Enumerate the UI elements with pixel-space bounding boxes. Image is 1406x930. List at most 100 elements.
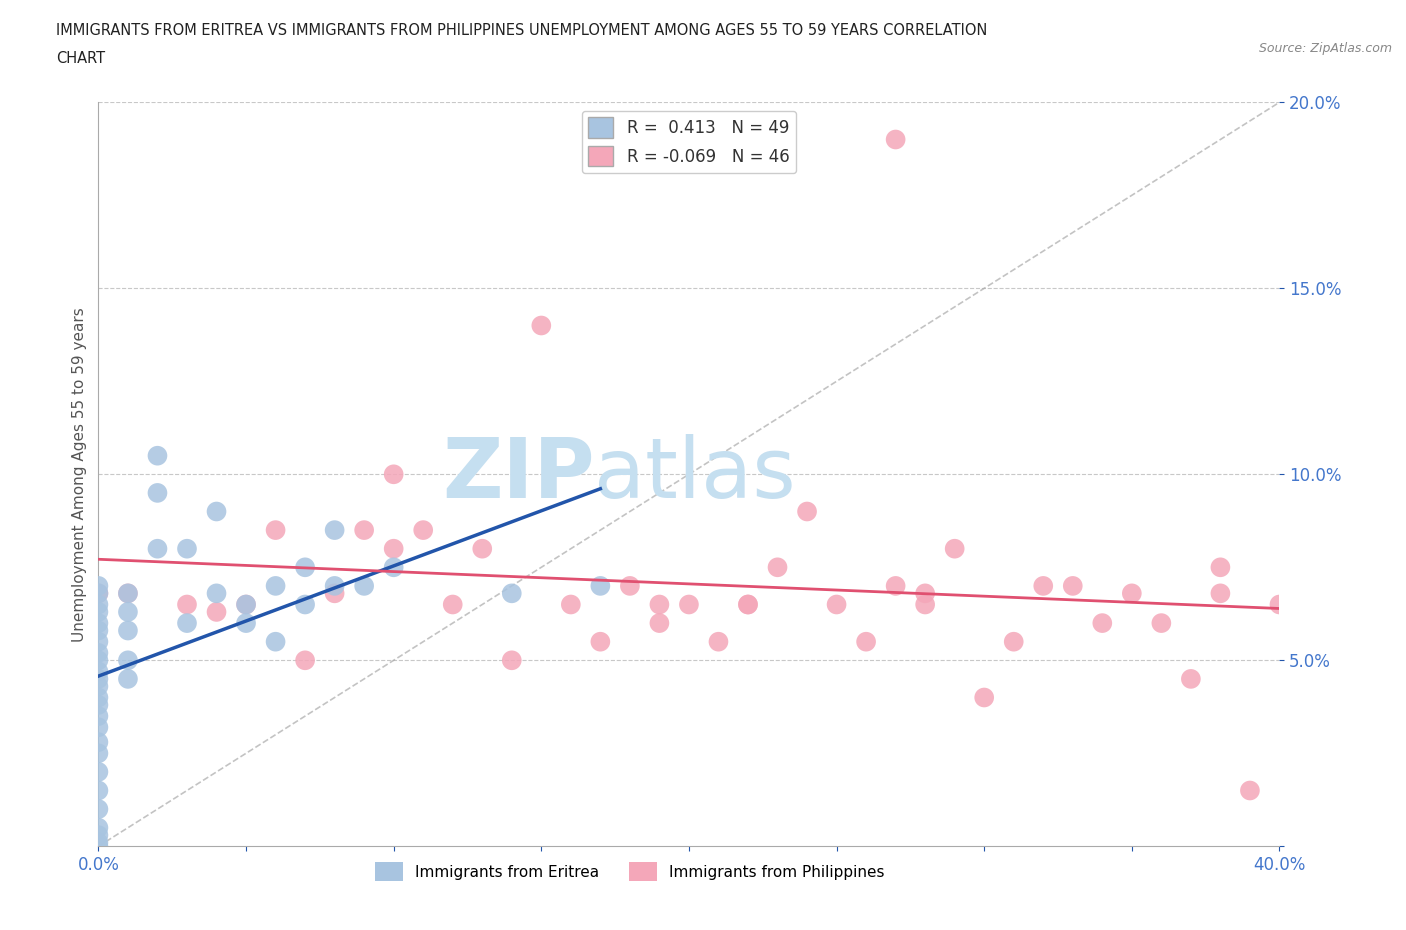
Point <box>117 586 139 601</box>
Point <box>855 634 877 649</box>
Point <box>87 835 110 850</box>
Text: CHART: CHART <box>56 51 105 66</box>
Point <box>323 586 346 601</box>
Point <box>501 653 523 668</box>
Point <box>1209 586 1232 601</box>
Point <box>1091 616 1114 631</box>
Point <box>87 820 110 835</box>
Point <box>87 802 110 817</box>
Legend: Immigrants from Eritrea, Immigrants from Philippines: Immigrants from Eritrea, Immigrants from… <box>368 857 891 887</box>
Point <box>146 541 169 556</box>
Point <box>264 634 287 649</box>
Point <box>766 560 789 575</box>
Point <box>1032 578 1054 593</box>
Point <box>87 690 110 705</box>
Point <box>973 690 995 705</box>
Point <box>235 597 257 612</box>
Point <box>87 586 110 601</box>
Point <box>1002 634 1025 649</box>
Point <box>87 578 110 593</box>
Text: atlas: atlas <box>595 433 796 515</box>
Point <box>648 597 671 612</box>
Point <box>87 604 110 619</box>
Point <box>294 560 316 575</box>
Point <box>884 132 907 147</box>
Point <box>117 671 139 686</box>
Point <box>914 586 936 601</box>
Point <box>323 523 346 538</box>
Point <box>1239 783 1261 798</box>
Text: IMMIGRANTS FROM ERITREA VS IMMIGRANTS FROM PHILIPPINES UNEMPLOYMENT AMONG AGES 5: IMMIGRANTS FROM ERITREA VS IMMIGRANTS FR… <box>56 23 987 38</box>
Point <box>737 597 759 612</box>
Point <box>294 653 316 668</box>
Point <box>1209 560 1232 575</box>
Point <box>87 653 110 668</box>
Point <box>1121 586 1143 601</box>
Point <box>87 664 110 679</box>
Point <box>87 586 110 601</box>
Point <box>884 578 907 593</box>
Point <box>87 720 110 735</box>
Point <box>87 764 110 779</box>
Point <box>87 828 110 843</box>
Point <box>471 541 494 556</box>
Point <box>678 597 700 612</box>
Text: Source: ZipAtlas.com: Source: ZipAtlas.com <box>1258 42 1392 55</box>
Point <box>1180 671 1202 686</box>
Point <box>87 698 110 712</box>
Point <box>825 597 848 612</box>
Point <box>382 467 405 482</box>
Point <box>943 541 966 556</box>
Point <box>117 653 139 668</box>
Point <box>87 623 110 638</box>
Point <box>530 318 553 333</box>
Point <box>353 523 375 538</box>
Point <box>1150 616 1173 631</box>
Y-axis label: Unemployment Among Ages 55 to 59 years: Unemployment Among Ages 55 to 59 years <box>72 307 87 642</box>
Point <box>146 448 169 463</box>
Point <box>117 623 139 638</box>
Point <box>589 634 612 649</box>
Point <box>619 578 641 593</box>
Point <box>235 616 257 631</box>
Point <box>87 783 110 798</box>
Point <box>205 504 228 519</box>
Point <box>87 679 110 694</box>
Point <box>382 560 405 575</box>
Point <box>87 597 110 612</box>
Point <box>176 541 198 556</box>
Point <box>1268 597 1291 612</box>
Point <box>176 597 198 612</box>
Point <box>117 586 139 601</box>
Point <box>560 597 582 612</box>
Point <box>441 597 464 612</box>
Point <box>87 645 110 660</box>
Point <box>117 604 139 619</box>
Text: ZIP: ZIP <box>441 433 595 515</box>
Point <box>353 578 375 593</box>
Point <box>707 634 730 649</box>
Point <box>87 839 110 854</box>
Point <box>294 597 316 612</box>
Point <box>87 634 110 649</box>
Point <box>914 597 936 612</box>
Point <box>264 578 287 593</box>
Point <box>589 578 612 593</box>
Point <box>205 604 228 619</box>
Point <box>264 523 287 538</box>
Point <box>87 735 110 750</box>
Point <box>235 597 257 612</box>
Point <box>205 586 228 601</box>
Point <box>412 523 434 538</box>
Point <box>1062 578 1084 593</box>
Point <box>176 616 198 631</box>
Point <box>87 709 110 724</box>
Point <box>382 541 405 556</box>
Point <box>648 616 671 631</box>
Point <box>87 616 110 631</box>
Point <box>501 586 523 601</box>
Point <box>146 485 169 500</box>
Point <box>87 671 110 686</box>
Point <box>796 504 818 519</box>
Point <box>323 578 346 593</box>
